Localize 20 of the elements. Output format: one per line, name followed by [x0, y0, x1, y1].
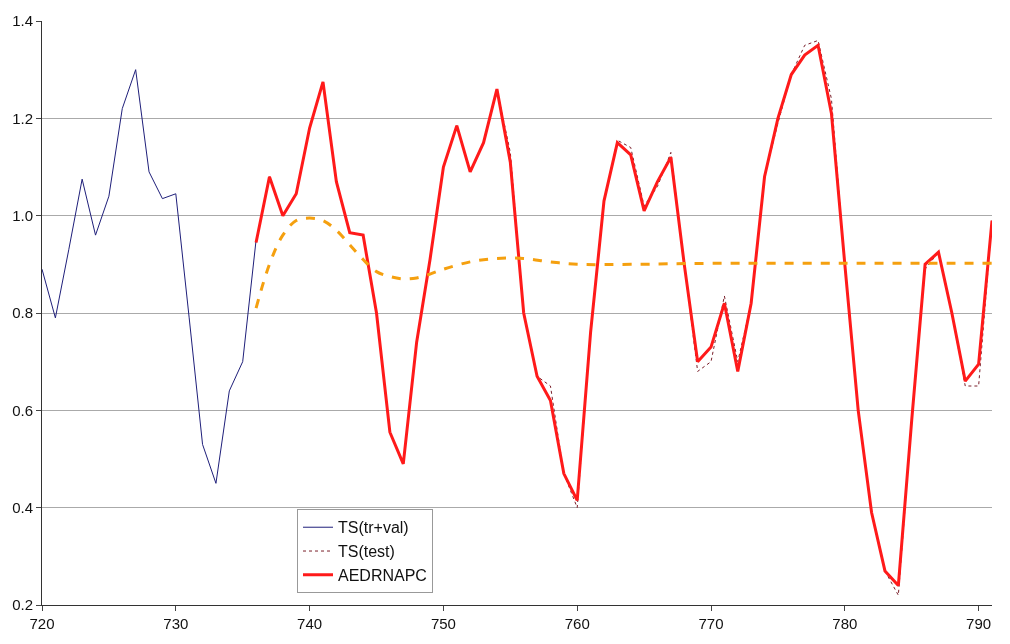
x-tick-label: 790: [966, 615, 992, 632]
line-series: [254, 216, 992, 310]
y-tick-label: 1.4: [12, 12, 33, 30]
x-tick-label: 770: [698, 615, 724, 632]
y-tick-label: 0.8: [12, 304, 33, 322]
x-tick-label: 720: [29, 615, 55, 632]
x-tick-label: 730: [163, 615, 189, 632]
x-tick-label: 750: [430, 615, 456, 632]
x-tick-label: 740: [297, 615, 323, 632]
legend-label: TS(tr+val): [338, 519, 409, 537]
x-tick-label: 780: [832, 615, 858, 632]
x-tick-label: 760: [564, 615, 590, 632]
y-tick-label: 0.6: [12, 401, 33, 419]
y-tick-label: 1.0: [12, 206, 33, 224]
y-tick-label: 0.4: [12, 498, 33, 516]
legend-label: AEDRNAPC: [338, 567, 427, 585]
line-series: [42, 69, 257, 484]
y-tick-label: 0.2: [12, 596, 33, 614]
y-tick-label: 1.2: [12, 109, 33, 127]
legend-label: TS(test): [338, 543, 395, 561]
